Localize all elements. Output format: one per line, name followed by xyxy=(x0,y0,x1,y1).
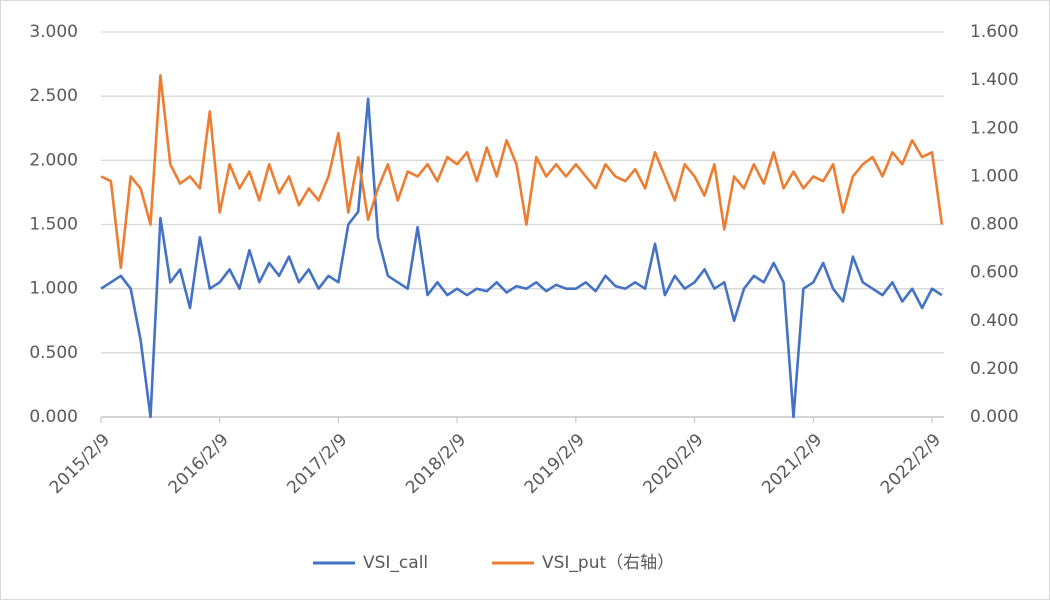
data-line xyxy=(100,97,943,419)
legend-label: VSI_put（右轴） xyxy=(542,553,674,573)
y2-tick-label: 1.200 xyxy=(970,118,1019,138)
y-tick-label: 1.500 xyxy=(29,215,78,235)
y2-tick-label: 0.000 xyxy=(970,407,1019,427)
y-tick-label: 0.500 xyxy=(29,343,78,363)
y-tick-label: 1.000 xyxy=(29,279,78,299)
y2-tick-label: 1.400 xyxy=(970,70,1019,90)
y-tick-label: 2.500 xyxy=(29,86,78,106)
y-tick-label: 3.000 xyxy=(29,22,78,42)
y2-tick-label: 0.400 xyxy=(970,311,1019,331)
data-line xyxy=(100,74,944,270)
y2-tick-label: 1.000 xyxy=(970,166,1019,186)
legend-label: VSI_call xyxy=(363,553,428,573)
y-tick-label: 0.000 xyxy=(29,407,78,427)
y2-tick-label: 0.200 xyxy=(970,359,1019,379)
y2-tick-label: 0.800 xyxy=(970,215,1019,235)
y-tick-label: 2.000 xyxy=(29,150,78,170)
y2-tick-label: 0.600 xyxy=(970,263,1019,283)
y2-tick-label: 1.600 xyxy=(970,22,1019,42)
